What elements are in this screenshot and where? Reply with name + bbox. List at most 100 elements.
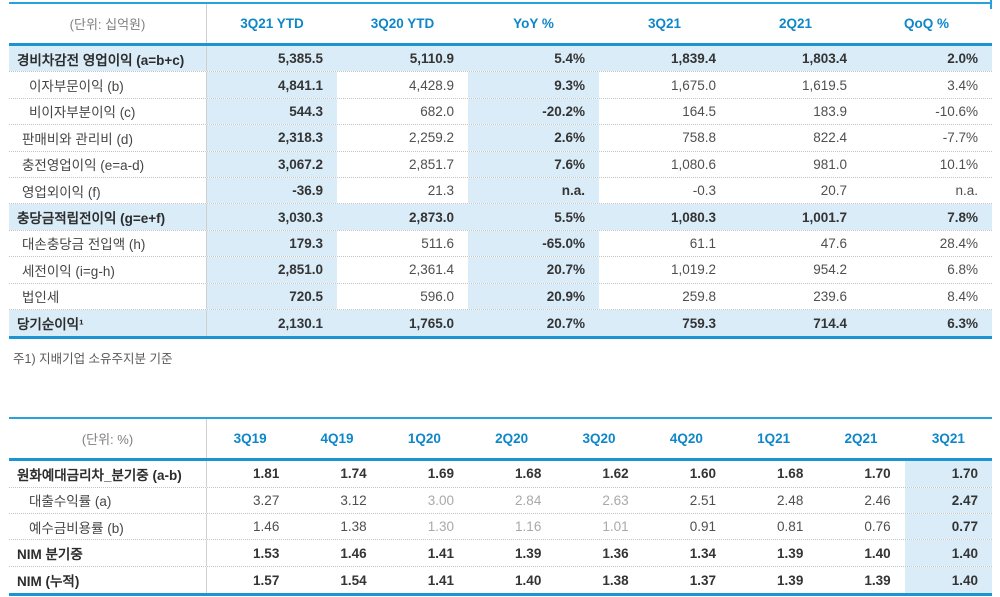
cell-value: 179.3 bbox=[206, 230, 337, 257]
table-row: NIM 분기중 1.53 1.46 1.41 1.39 1.36 1.34 1.39 1.40 1… bbox=[9, 540, 992, 567]
cell-value: 1.40 bbox=[904, 540, 992, 566]
row-label: 충당금적립전이익 (g=e+f) bbox=[9, 204, 206, 230]
cell-value: 822.4 bbox=[813, 130, 847, 146]
table-row: 비이자부분이익 (c) 544.3 682.0 -20.2% 164.5 183.9 -10… bbox=[9, 98, 992, 126]
cell-value: 1.01 bbox=[602, 519, 629, 535]
cell-value: -7.7% bbox=[942, 130, 978, 146]
cell-value: 3.4% bbox=[947, 77, 978, 93]
cell-value: 1.39 bbox=[777, 572, 804, 588]
cell-value: 2.0% bbox=[861, 46, 992, 72]
cell-value: 1,803.4 bbox=[730, 46, 861, 72]
row-label: 원화예대금리차_분기중 (a-b) bbox=[17, 467, 182, 483]
cell-value: 1.70 bbox=[904, 461, 992, 487]
row-label: NIM 분기중 bbox=[17, 547, 83, 563]
cell-value: 1.68 bbox=[515, 466, 542, 482]
cell-value: 2.6% bbox=[468, 125, 599, 151]
table-row: 당기순이익¹ 2,130.1 1,765.0 20.7% 759.3 714.4 6.3% bbox=[9, 309, 992, 337]
cell-value: 2.47 bbox=[904, 487, 992, 514]
row-label: 영업외이익 (f) bbox=[22, 184, 101, 200]
cell-value: 0.77 bbox=[904, 514, 992, 540]
nim-section: (단위: %) 3Q19 4Q19 1Q20 2Q20 3Q20 4Q20 1Q21 2Q21 3… bbox=[9, 417, 992, 597]
cell-value: 544.3 bbox=[206, 98, 337, 125]
table-row: 세전이익 (i=g-h) 2,851.0 2,361.4 20.7% 1,019.2 95… bbox=[9, 257, 992, 284]
cell-value: 1,080.6 bbox=[670, 156, 716, 172]
cell-value: 1.53 bbox=[206, 540, 293, 566]
column-header: 2Q20 bbox=[495, 431, 529, 447]
row-label: 대출수익률 (a) bbox=[29, 494, 112, 510]
column-header: 2Q21 bbox=[778, 16, 813, 31]
cell-value: 720.5 bbox=[206, 283, 337, 309]
cell-value: 1.36 bbox=[602, 545, 629, 561]
cell-value: 3.27 bbox=[206, 487, 293, 514]
cell-value: 0.91 bbox=[689, 519, 716, 535]
table-row: 예수금비용률 (b) 1.46 1.38 1.30 1.16 1.01 0.91 0.81 0.… bbox=[9, 514, 992, 541]
footnote: 주1) 지배기업 소유주지분 기준 bbox=[13, 352, 173, 367]
cell-value: 2,361.4 bbox=[408, 262, 454, 278]
row-label: 판매비와 관리비 (d) bbox=[22, 131, 133, 147]
header-row: (단위: %) 3Q19 4Q19 1Q20 2Q20 3Q20 4Q20 1Q21 2Q21 3… bbox=[9, 417, 992, 462]
column-header: 3Q19 bbox=[206, 419, 293, 459]
row-label: 경비차감전 영업이익 (a=b+c) bbox=[9, 46, 206, 72]
row-label: 비이자부분이익 (c) bbox=[29, 105, 136, 121]
column-header: 4Q20 bbox=[669, 431, 703, 447]
cell-value: 1.39 bbox=[777, 545, 804, 561]
cell-value: 1.68 bbox=[777, 466, 804, 482]
cell-value: 1,619.5 bbox=[801, 77, 847, 93]
cell-value: 1.41 bbox=[427, 545, 454, 561]
income-statement-table: (단위: 십억원) 3Q21 YTD 3Q20 YTD YoY % 3Q21 2Q21 Qo… bbox=[9, 2, 992, 340]
cell-value: 239.6 bbox=[813, 288, 847, 304]
table-row: 이자부문이익 (b) 4,841.1 4,428.9 9.3% 1,675.0 1,619… bbox=[9, 72, 992, 99]
cell-value: 1.46 bbox=[206, 514, 293, 540]
table-row: 대출수익률 (a) 3.27 3.12 3.00 2.84 2.63 2.51 2.48 2.4… bbox=[9, 487, 992, 515]
cell-value: 1.39 bbox=[515, 545, 542, 561]
column-header: 1Q21 bbox=[757, 431, 791, 447]
cell-value: 1,675.0 bbox=[670, 77, 716, 93]
cell-value: 2.51 bbox=[689, 492, 716, 508]
cell-value: 1.34 bbox=[689, 545, 716, 561]
column-header: 3Q21 bbox=[647, 16, 682, 31]
table-row: 경비차감전 영업이익 (a=b+c) 5,385.5 5,110.9 5.4% 1,83… bbox=[9, 46, 992, 73]
nim-margin-table: (단위: %) 3Q19 4Q19 1Q20 2Q20 3Q20 4Q20 1Q21 2Q21 3… bbox=[9, 417, 992, 597]
cell-value: 1,019.2 bbox=[670, 262, 716, 278]
cell-value: 21.3 bbox=[427, 183, 454, 199]
table-row: NIM (누적) 1.57 1.54 1.41 1.40 1.38 1.37 1.39 1.39… bbox=[9, 566, 992, 594]
unit-label: (단위: %) bbox=[81, 432, 134, 448]
cell-value: -10.6% bbox=[935, 103, 978, 119]
table-row: 대손충당금 전입액 (h) 179.3 511.6 -65.0% 61.1 47.6 28.… bbox=[9, 230, 992, 258]
cell-value: 5.4% bbox=[468, 46, 599, 72]
cell-value: 28.4% bbox=[939, 235, 978, 251]
cell-value: 3.12 bbox=[340, 492, 367, 508]
cell-value: 1.54 bbox=[340, 572, 367, 588]
column-header: 3Q21 YTD bbox=[206, 4, 337, 43]
cell-value: 511.6 bbox=[421, 235, 454, 251]
cell-value: 1.46 bbox=[340, 545, 367, 561]
column-header: 3Q20 YTD bbox=[370, 16, 435, 31]
cell-value: 1,001.7 bbox=[730, 204, 861, 230]
cell-value: -36.9 bbox=[206, 177, 337, 204]
cell-value: 5,385.5 bbox=[206, 46, 337, 72]
cell-value: 758.8 bbox=[682, 130, 716, 146]
table-row: 원화예대금리차_분기중 (a-b) 1.81 1.74 1.69 1.68 1.62 1.6… bbox=[9, 461, 992, 488]
cell-value: 4,428.9 bbox=[408, 77, 454, 93]
cell-value: 259.8 bbox=[682, 288, 716, 304]
cell-value: 1.74 bbox=[340, 466, 367, 482]
cell-value: 1.16 bbox=[515, 519, 542, 535]
cell-value: 2.63 bbox=[602, 492, 629, 508]
cell-value: 1.81 bbox=[206, 461, 293, 487]
cell-value: 61.1 bbox=[689, 235, 716, 251]
column-header: 4Q19 bbox=[320, 431, 354, 447]
cell-value: 20.7% bbox=[468, 257, 599, 283]
cell-value: 10.1% bbox=[939, 156, 978, 172]
cell-value: 164.5 bbox=[682, 103, 716, 119]
cell-value: 1.41 bbox=[427, 572, 454, 588]
cell-value: -65.0% bbox=[468, 230, 599, 257]
row-label: 충전영업이익 (e=a-d) bbox=[22, 158, 145, 174]
cell-value: 3,067.2 bbox=[206, 151, 337, 177]
cell-value: 954.2 bbox=[813, 262, 847, 278]
cell-value: 2,318.3 bbox=[206, 125, 337, 151]
cell-value: 1.69 bbox=[427, 466, 454, 482]
table-row: 판매비와 관리비 (d) 2,318.3 2,259.2 2.6% 758.8 822.4… bbox=[9, 125, 992, 152]
cell-value: 2,130.1 bbox=[206, 309, 337, 337]
cell-value: 5,110.9 bbox=[337, 46, 468, 72]
cell-value: 1.60 bbox=[689, 466, 716, 482]
